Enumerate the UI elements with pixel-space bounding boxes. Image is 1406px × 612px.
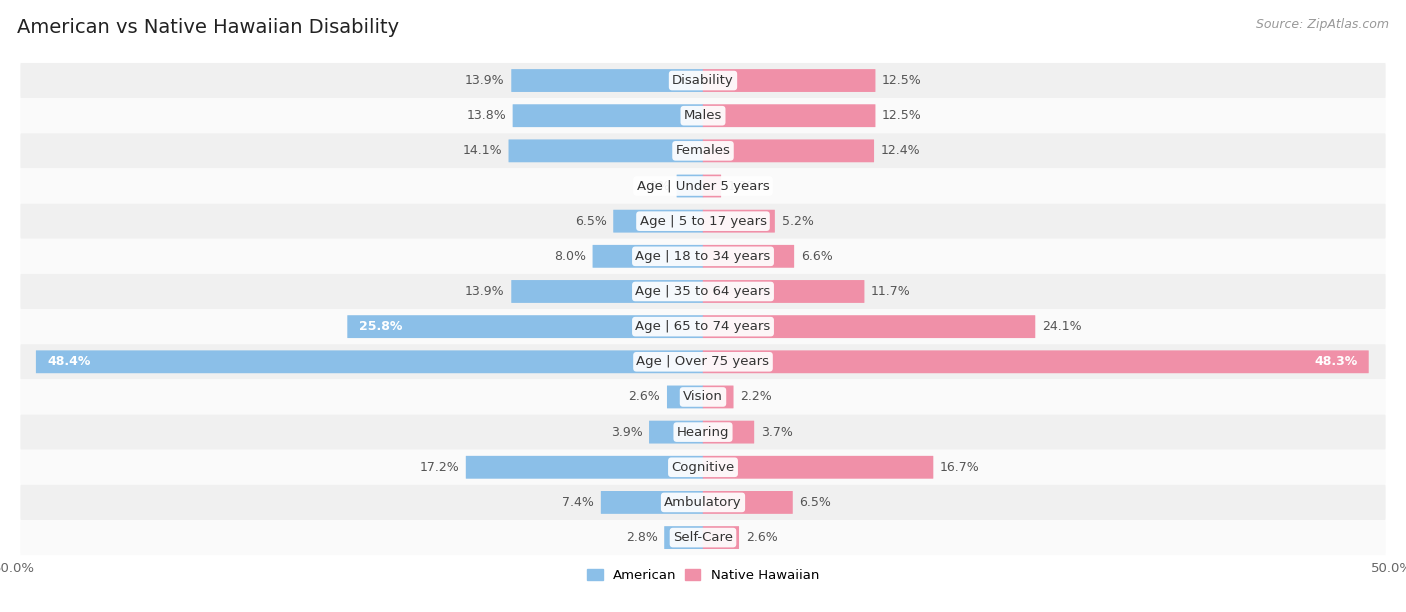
- Text: 12.4%: 12.4%: [880, 144, 921, 157]
- FancyBboxPatch shape: [703, 491, 793, 514]
- Text: 7.4%: 7.4%: [562, 496, 595, 509]
- Text: Age | 35 to 64 years: Age | 35 to 64 years: [636, 285, 770, 298]
- FancyBboxPatch shape: [703, 140, 875, 162]
- Text: Disability: Disability: [672, 74, 734, 87]
- Text: 2.2%: 2.2%: [740, 390, 772, 403]
- Text: 48.4%: 48.4%: [48, 356, 90, 368]
- FancyBboxPatch shape: [37, 350, 703, 373]
- FancyBboxPatch shape: [703, 69, 876, 92]
- FancyBboxPatch shape: [21, 98, 1385, 133]
- FancyBboxPatch shape: [465, 456, 703, 479]
- Text: 8.0%: 8.0%: [554, 250, 586, 263]
- Text: Ambulatory: Ambulatory: [664, 496, 742, 509]
- Text: 13.8%: 13.8%: [467, 109, 506, 122]
- FancyBboxPatch shape: [21, 344, 1385, 379]
- Text: 12.5%: 12.5%: [882, 109, 922, 122]
- FancyBboxPatch shape: [703, 526, 740, 549]
- FancyBboxPatch shape: [703, 174, 721, 198]
- FancyBboxPatch shape: [592, 245, 703, 268]
- FancyBboxPatch shape: [512, 280, 703, 303]
- Text: 16.7%: 16.7%: [941, 461, 980, 474]
- Legend: American, Native Hawaiian: American, Native Hawaiian: [582, 564, 824, 588]
- FancyBboxPatch shape: [21, 133, 1385, 168]
- FancyBboxPatch shape: [703, 386, 734, 408]
- FancyBboxPatch shape: [21, 204, 1385, 239]
- FancyBboxPatch shape: [21, 485, 1385, 520]
- Text: Hearing: Hearing: [676, 425, 730, 439]
- Text: 1.9%: 1.9%: [638, 179, 669, 193]
- Text: Vision: Vision: [683, 390, 723, 403]
- Text: 6.5%: 6.5%: [800, 496, 831, 509]
- Text: 2.6%: 2.6%: [745, 531, 778, 544]
- Text: Females: Females: [675, 144, 731, 157]
- FancyBboxPatch shape: [21, 379, 1385, 414]
- Text: Age | 5 to 17 years: Age | 5 to 17 years: [640, 215, 766, 228]
- Text: 17.2%: 17.2%: [419, 461, 460, 474]
- Text: Age | 65 to 74 years: Age | 65 to 74 years: [636, 320, 770, 333]
- FancyBboxPatch shape: [21, 168, 1385, 204]
- FancyBboxPatch shape: [703, 420, 754, 444]
- Text: Age | Under 5 years: Age | Under 5 years: [637, 179, 769, 193]
- FancyBboxPatch shape: [600, 491, 703, 514]
- FancyBboxPatch shape: [512, 69, 703, 92]
- Text: Source: ZipAtlas.com: Source: ZipAtlas.com: [1256, 18, 1389, 31]
- Text: 25.8%: 25.8%: [359, 320, 402, 333]
- FancyBboxPatch shape: [509, 140, 703, 162]
- FancyBboxPatch shape: [21, 63, 1385, 98]
- FancyBboxPatch shape: [703, 104, 876, 127]
- Text: 2.8%: 2.8%: [626, 531, 658, 544]
- FancyBboxPatch shape: [650, 420, 703, 444]
- Text: Age | 18 to 34 years: Age | 18 to 34 years: [636, 250, 770, 263]
- FancyBboxPatch shape: [21, 239, 1385, 274]
- Text: 14.1%: 14.1%: [463, 144, 502, 157]
- Text: 2.6%: 2.6%: [628, 390, 661, 403]
- FancyBboxPatch shape: [21, 450, 1385, 485]
- FancyBboxPatch shape: [703, 350, 1368, 373]
- FancyBboxPatch shape: [21, 414, 1385, 450]
- Text: 48.3%: 48.3%: [1315, 356, 1358, 368]
- Text: 3.9%: 3.9%: [610, 425, 643, 439]
- Text: 13.9%: 13.9%: [465, 74, 505, 87]
- Text: 5.2%: 5.2%: [782, 215, 814, 228]
- Text: 3.7%: 3.7%: [761, 425, 793, 439]
- FancyBboxPatch shape: [666, 386, 703, 408]
- FancyBboxPatch shape: [613, 210, 703, 233]
- Text: 6.6%: 6.6%: [801, 250, 832, 263]
- FancyBboxPatch shape: [703, 245, 794, 268]
- FancyBboxPatch shape: [21, 309, 1385, 344]
- FancyBboxPatch shape: [676, 174, 703, 198]
- Text: Age | Over 75 years: Age | Over 75 years: [637, 356, 769, 368]
- FancyBboxPatch shape: [703, 210, 775, 233]
- FancyBboxPatch shape: [664, 526, 703, 549]
- FancyBboxPatch shape: [703, 315, 1035, 338]
- Text: Males: Males: [683, 109, 723, 122]
- FancyBboxPatch shape: [21, 274, 1385, 309]
- FancyBboxPatch shape: [513, 104, 703, 127]
- Text: 12.5%: 12.5%: [882, 74, 922, 87]
- FancyBboxPatch shape: [21, 520, 1385, 555]
- Text: American vs Native Hawaiian Disability: American vs Native Hawaiian Disability: [17, 18, 399, 37]
- FancyBboxPatch shape: [347, 315, 703, 338]
- Text: 13.9%: 13.9%: [465, 285, 505, 298]
- Text: Cognitive: Cognitive: [672, 461, 734, 474]
- Text: 11.7%: 11.7%: [872, 285, 911, 298]
- Text: 24.1%: 24.1%: [1042, 320, 1081, 333]
- FancyBboxPatch shape: [703, 280, 865, 303]
- FancyBboxPatch shape: [703, 456, 934, 479]
- Text: Self-Care: Self-Care: [673, 531, 733, 544]
- Text: 1.3%: 1.3%: [728, 179, 759, 193]
- Text: 6.5%: 6.5%: [575, 215, 606, 228]
